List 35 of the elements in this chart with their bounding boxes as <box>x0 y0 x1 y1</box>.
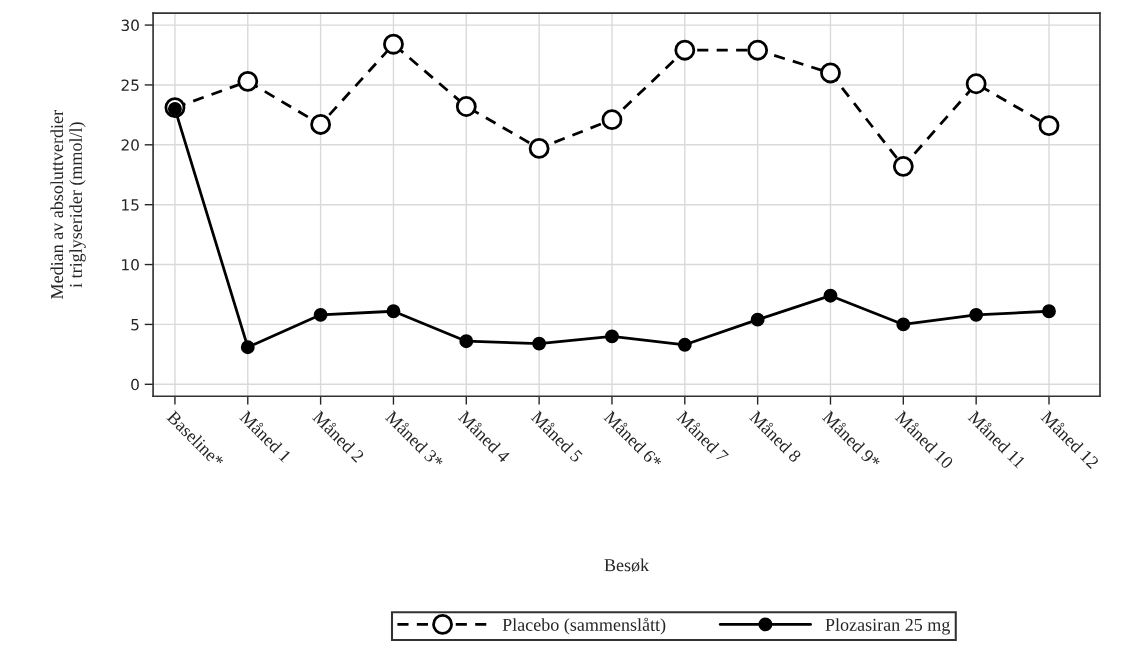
point <box>747 39 769 61</box>
y-tick-label: 10 <box>122 259 139 271</box>
point <box>532 336 547 351</box>
point <box>459 334 474 349</box>
point <box>892 155 914 177</box>
legend-label: Plozasiran 25 mg <box>825 618 950 635</box>
point <box>313 307 328 322</box>
point <box>386 304 401 319</box>
y-tick-label: 30 <box>121 19 139 32</box>
point <box>677 337 692 352</box>
point <box>1038 115 1060 137</box>
legend-label: Placebo (sammenslått) <box>502 617 666 635</box>
point <box>383 33 404 55</box>
x-axis-title: Besøk <box>604 558 650 572</box>
y-tick-label: 15 <box>122 199 139 211</box>
point <box>455 96 477 117</box>
y-tick-label: 0 <box>131 378 139 391</box>
y-tick-label: 20 <box>121 139 139 151</box>
y-tick-label: 25 <box>121 79 139 91</box>
point <box>528 137 550 159</box>
point <box>969 307 984 322</box>
point <box>1042 304 1056 319</box>
point <box>965 73 987 95</box>
point <box>237 70 259 92</box>
y-tick-label: 5 <box>131 319 139 331</box>
point <box>605 329 619 344</box>
point <box>823 288 838 303</box>
point <box>240 340 255 355</box>
point <box>820 62 841 84</box>
point <box>310 114 332 135</box>
y-axis-title: Median av absoluttverdier i triglyserider (mmol/l) <box>50 110 86 299</box>
point <box>750 312 765 327</box>
point <box>601 109 623 131</box>
point <box>896 317 911 332</box>
point <box>674 39 696 61</box>
